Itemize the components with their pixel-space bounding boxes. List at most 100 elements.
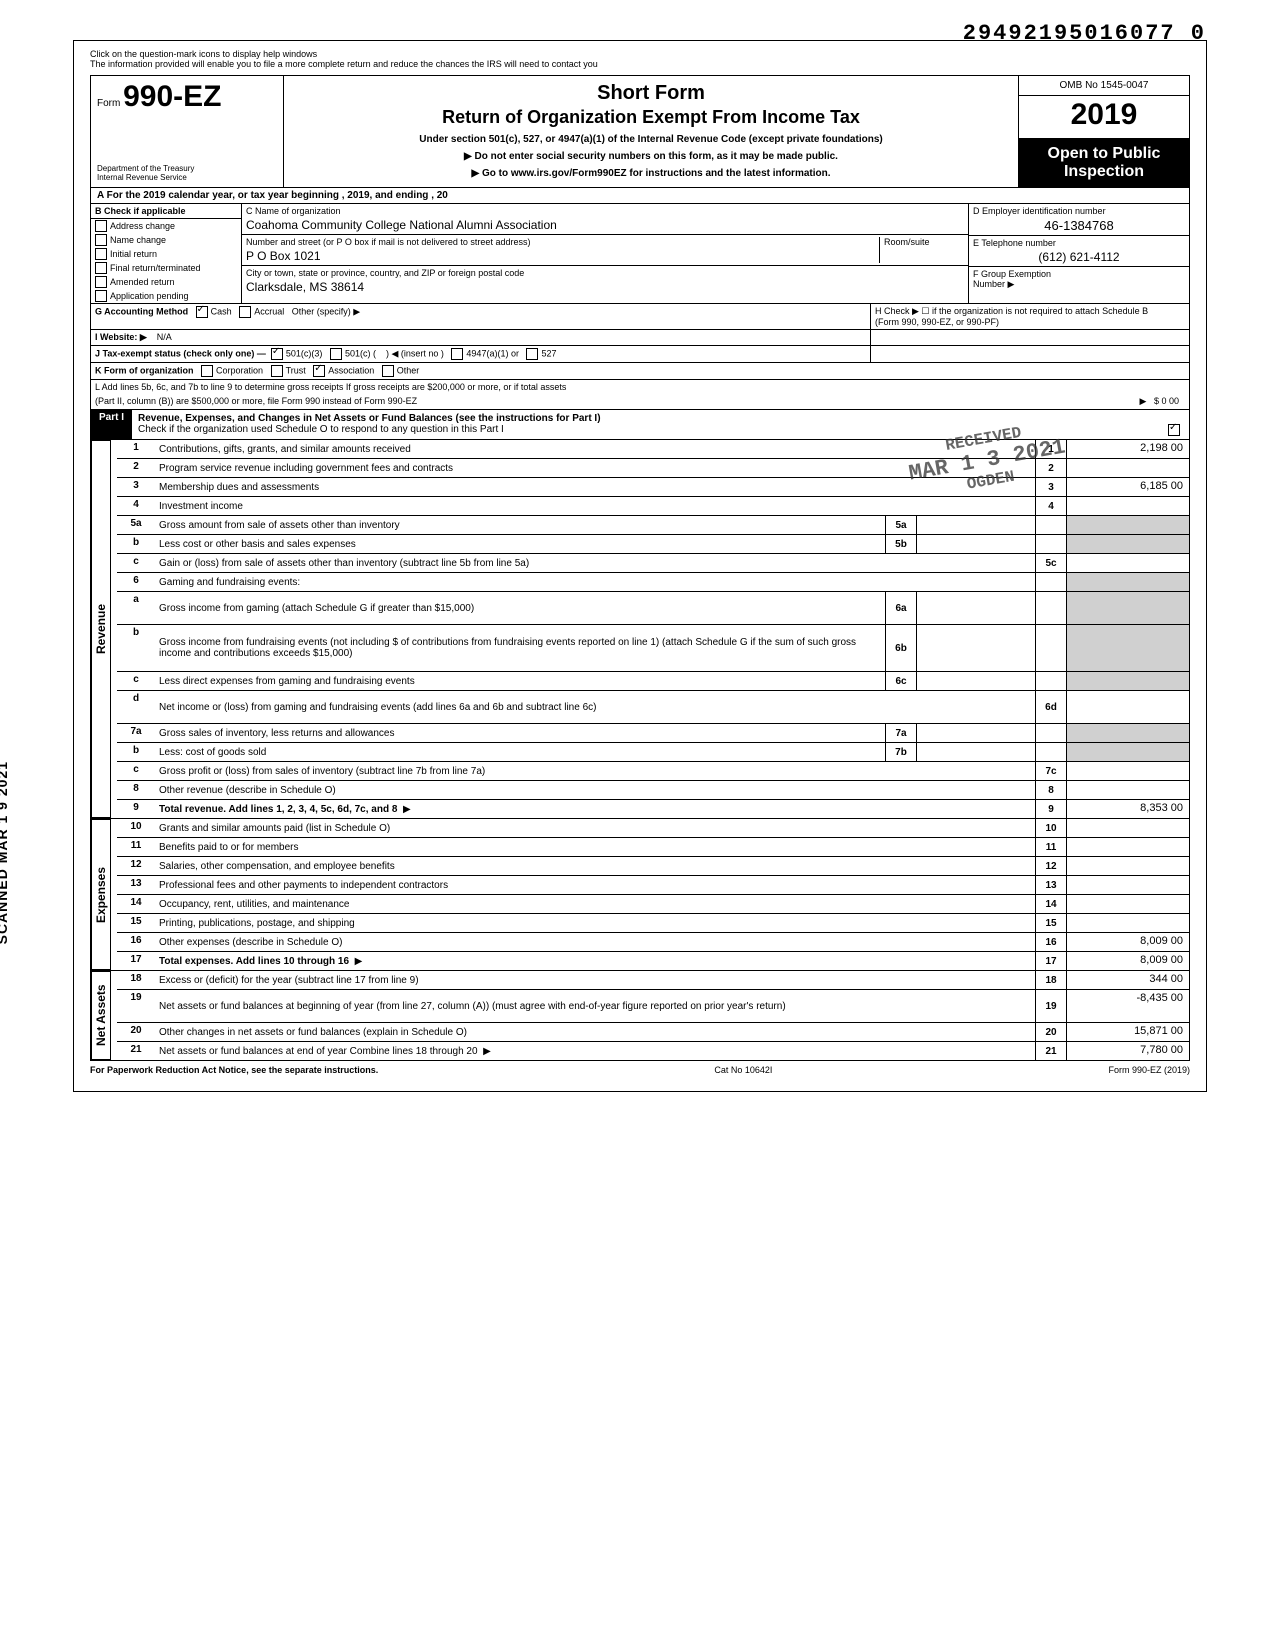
line-12-amt xyxy=(1066,857,1189,875)
org-street: P O Box 1021 xyxy=(246,247,879,263)
line-7c-ref: 7c xyxy=(1035,762,1066,780)
line-l-2: (Part II, column (B)) are $500,000 or mo… xyxy=(95,396,1029,407)
line-4-ref: 4 xyxy=(1035,497,1066,515)
omb-number: OMB No 1545-0047 xyxy=(1019,76,1189,96)
line-6c-sub: 6c xyxy=(885,672,916,690)
label-trust: Trust xyxy=(286,365,306,375)
line-18-desc: Excess or (deficit) for the year (subtra… xyxy=(155,971,1035,989)
open-to-public: Open to Public xyxy=(1021,145,1187,163)
line-7b-sub: 7b xyxy=(885,743,916,761)
line-6a-desc: Gross income from gaming (attach Schedul… xyxy=(155,592,885,624)
line-8-ref: 8 xyxy=(1035,781,1066,799)
line-11-ref: 11 xyxy=(1035,838,1066,856)
checkbox-name-change[interactable] xyxy=(95,234,107,246)
label-amended: Amended return xyxy=(110,277,175,287)
label-website: I Website: ▶ xyxy=(95,332,147,342)
line-9-desc: Total revenue. Add lines 1, 2, 3, 4, 5c,… xyxy=(155,800,1035,818)
checkbox-corporation[interactable] xyxy=(201,365,213,377)
line-9-num: 9 xyxy=(117,800,155,818)
line-5c-num: c xyxy=(117,554,155,572)
line-1-desc: Contributions, gifts, grants, and simila… xyxy=(155,440,1035,458)
line-9-amt: 8,353 00 xyxy=(1066,800,1189,818)
line-20-desc: Other changes in net assets or fund bala… xyxy=(155,1023,1035,1041)
label-accounting: G Accounting Method xyxy=(95,306,188,316)
no-ssn-note: ▶ Do not enter social security numbers o… xyxy=(294,151,1008,162)
checkbox-application-pending[interactable] xyxy=(95,290,107,302)
org-block: B Check if applicable Address change Nam… xyxy=(90,204,1190,304)
checkbox-final-return[interactable] xyxy=(95,262,107,274)
checkbox-amended[interactable] xyxy=(95,276,107,288)
part-1-header-row: Part I Revenue, Expenses, and Changes in… xyxy=(90,410,1190,440)
footer-left: For Paperwork Reduction Act Notice, see … xyxy=(90,1065,378,1075)
form-page: 29492195016077 0 SCANNED MAR 1 9 2021 RE… xyxy=(73,40,1207,1092)
label-final-return: Final return/terminated xyxy=(110,263,201,273)
checkbox-501c3[interactable] xyxy=(271,348,283,360)
line-6d-amt xyxy=(1066,691,1189,723)
line-12-num: 12 xyxy=(117,857,155,875)
checkbox-501c[interactable] xyxy=(330,348,342,360)
line-5b-num: b xyxy=(117,535,155,553)
label-tax-status: J Tax-exempt status (check only one) — xyxy=(95,348,266,358)
dept-irs: Internal Revenue Service xyxy=(97,174,277,183)
label-ein: D Employer identification number xyxy=(973,206,1106,216)
line-7b-num: b xyxy=(117,743,155,761)
line-1-ref: 1 xyxy=(1035,440,1066,458)
checkbox-other-org[interactable] xyxy=(382,365,394,377)
line-3-num: 3 xyxy=(117,478,155,496)
line-3-desc: Membership dues and assessments xyxy=(155,478,1035,496)
checkbox-cash[interactable] xyxy=(196,306,208,318)
line-2-desc: Program service revenue including govern… xyxy=(155,459,1035,477)
help-note-2: The information provided will enable you… xyxy=(90,59,1190,69)
checkbox-trust[interactable] xyxy=(271,365,283,377)
checkbox-association[interactable] xyxy=(313,365,325,377)
checkbox-address-change[interactable] xyxy=(95,220,107,232)
page-footer: For Paperwork Reduction Act Notice, see … xyxy=(90,1061,1190,1075)
line-l-1: L Add lines 5b, 6c, and 7b to line 9 to … xyxy=(91,380,1189,394)
line-11-num: 11 xyxy=(117,838,155,856)
checkbox-initial-return[interactable] xyxy=(95,248,107,260)
line-12-desc: Salaries, other compensation, and employ… xyxy=(155,857,1035,875)
line-10-num: 10 xyxy=(117,819,155,837)
checkbox-527[interactable] xyxy=(526,348,538,360)
line-6-desc: Gaming and fundraising events: xyxy=(155,573,1035,591)
org-name: Coahoma Community College National Alumn… xyxy=(246,216,964,232)
label-corporation: Corporation xyxy=(216,365,263,375)
line-8-desc: Other revenue (describe in Schedule O) xyxy=(155,781,1035,799)
label-form-org: K Form of organization xyxy=(95,365,194,375)
tax-year: 2019 xyxy=(1019,96,1189,139)
label-501c-b: ) ◀ (insert no ) xyxy=(386,348,444,358)
line-4-amt xyxy=(1066,497,1189,515)
short-form-label: Short Form xyxy=(294,82,1008,105)
form-prefix: Form xyxy=(97,98,120,109)
checkbox-accrual[interactable] xyxy=(239,306,251,318)
line-16-desc: Other expenses (describe in Schedule O) xyxy=(155,933,1035,951)
line-17-amt: 8,009 00 xyxy=(1066,952,1189,970)
line-2-num: 2 xyxy=(117,459,155,477)
line-5c-desc: Gain or (loss) from sale of assets other… xyxy=(155,554,1035,572)
line-10-ref: 10 xyxy=(1035,819,1066,837)
checkbox-part1-schedule-o[interactable] xyxy=(1168,424,1180,436)
label-street: Number and street (or P O box if mail is… xyxy=(246,237,530,247)
label-org-name: C Name of organization xyxy=(246,206,341,216)
line-7c-desc: Gross profit or (loss) from sales of inv… xyxy=(155,762,1035,780)
line-21-desc: Net assets or fund balances at end of ye… xyxy=(155,1042,1035,1060)
label-other-org: Other xyxy=(397,365,420,375)
checkbox-4947[interactable] xyxy=(451,348,463,360)
line-6a-sub: 6a xyxy=(885,592,916,624)
label-initial-return: Initial return xyxy=(110,249,157,259)
line-12-ref: 12 xyxy=(1035,857,1066,875)
line-13-num: 13 xyxy=(117,876,155,894)
label-4947: 4947(a)(1) or xyxy=(466,348,519,358)
line-11-amt xyxy=(1066,838,1189,856)
form-number: 990-EZ xyxy=(123,80,221,113)
label-501c: 501(c) ( xyxy=(345,348,376,358)
line-15-desc: Printing, publications, postage, and shi… xyxy=(155,914,1035,932)
line-14-ref: 14 xyxy=(1035,895,1066,913)
line-10-desc: Grants and similar amounts paid (list in… xyxy=(155,819,1035,837)
line-14-amt xyxy=(1066,895,1189,913)
line-16-ref: 16 xyxy=(1035,933,1066,951)
label-cash: Cash xyxy=(211,306,232,316)
line-6b-desc: Gross income from fundraising events (no… xyxy=(155,625,885,671)
line-6b-sub: 6b xyxy=(885,625,916,671)
website-value: N/A xyxy=(157,332,172,342)
